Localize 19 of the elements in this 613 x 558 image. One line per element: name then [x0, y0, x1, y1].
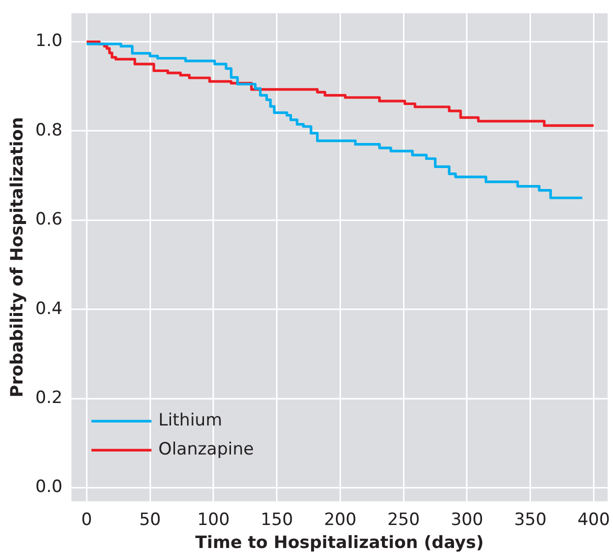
- y-tick-label: 0.8: [35, 120, 62, 140]
- legend-label: Lithium: [158, 410, 222, 431]
- y-axis-title: Probability of Hospitalization: [8, 117, 28, 398]
- y-tick-label: 0.2: [35, 388, 62, 408]
- x-tick-label: 100: [197, 510, 230, 530]
- x-tick-label: 250: [387, 510, 420, 530]
- x-tick-label: 400: [577, 510, 610, 530]
- x-tick-label: 150: [260, 510, 294, 530]
- x-tick-label: 350: [514, 510, 547, 530]
- y-tick-label: 1.0: [35, 31, 62, 52]
- y-tick-label: 0.0: [35, 477, 62, 498]
- x-tick-label: 200: [324, 510, 356, 530]
- legend-label: Olanzapine: [158, 440, 254, 460]
- y-tick-label: 0.6: [35, 210, 62, 230]
- x-tick-label: 50: [139, 510, 161, 530]
- x-axis-title: Time to Hospitalization (days): [195, 533, 484, 554]
- x-tick-label: 0: [81, 510, 92, 530]
- x-tick-label: 300: [450, 510, 484, 530]
- y-tick-label: 0.4: [35, 298, 62, 319]
